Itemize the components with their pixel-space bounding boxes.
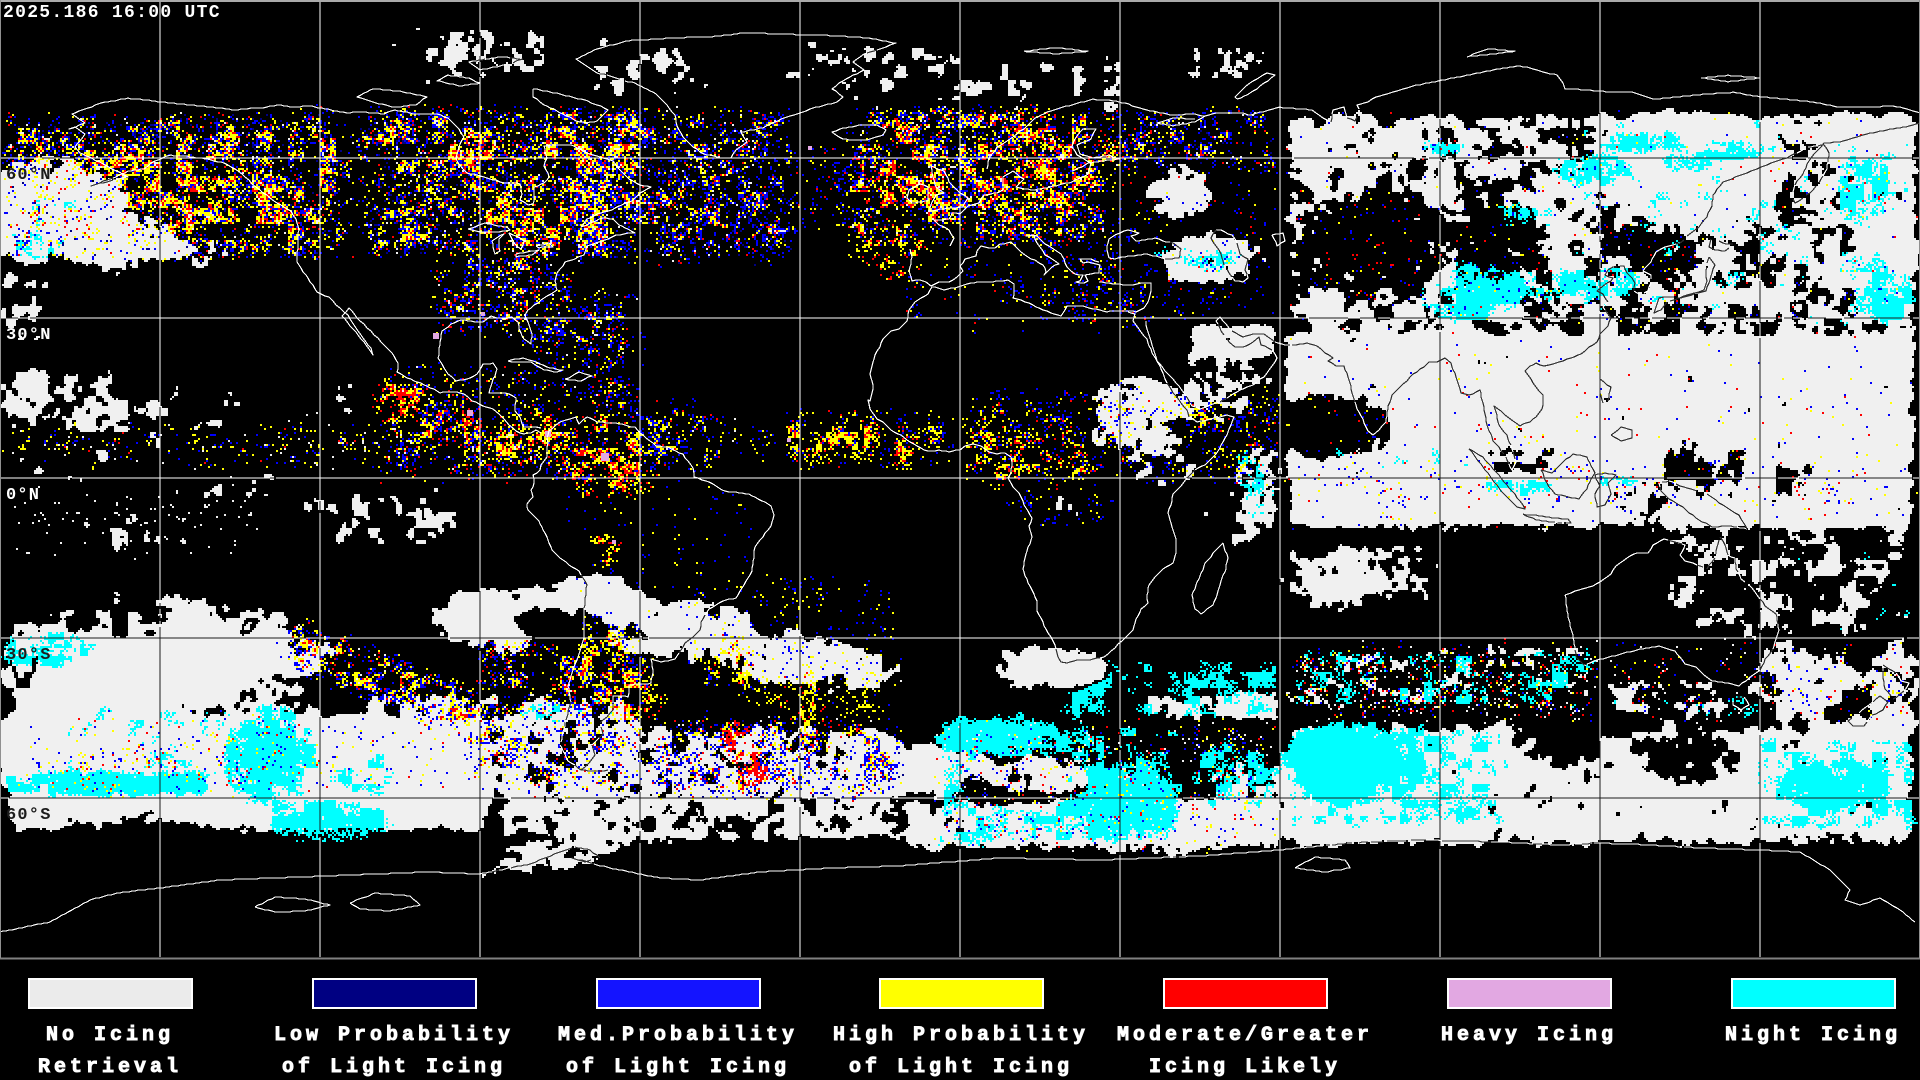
svg-text:0°N: 0°N (6, 486, 40, 505)
svg-text:of Light Icing: of Light Icing (282, 1056, 506, 1079)
svg-text:Med.Probability: Med.Probability (558, 1024, 798, 1047)
svg-text:Heavy Icing: Heavy Icing (1441, 1024, 1617, 1047)
svg-text:of Light Icing: of Light Icing (849, 1056, 1073, 1079)
svg-text:Night Icing: Night Icing (1725, 1024, 1901, 1047)
svg-text:of Light Icing: of Light Icing (566, 1056, 790, 1079)
svg-text:Icing Likely: Icing Likely (1149, 1056, 1341, 1079)
svg-text:60°N: 60°N (6, 166, 52, 185)
svg-text:Low Probability: Low Probability (274, 1024, 514, 1047)
svg-text:2025.186 16:00 UTC: 2025.186 16:00 UTC (3, 3, 221, 23)
svg-text:30°S: 30°S (6, 646, 52, 665)
svg-text:Moderate/Greater: Moderate/Greater (1117, 1024, 1373, 1047)
svg-text:60°S: 60°S (6, 806, 52, 825)
svg-text:High Probability: High Probability (833, 1024, 1089, 1047)
svg-text:30°N: 30°N (6, 326, 52, 345)
svg-text:No Icing: No Icing (46, 1024, 174, 1047)
svg-text:Retrieval: Retrieval (38, 1056, 182, 1079)
